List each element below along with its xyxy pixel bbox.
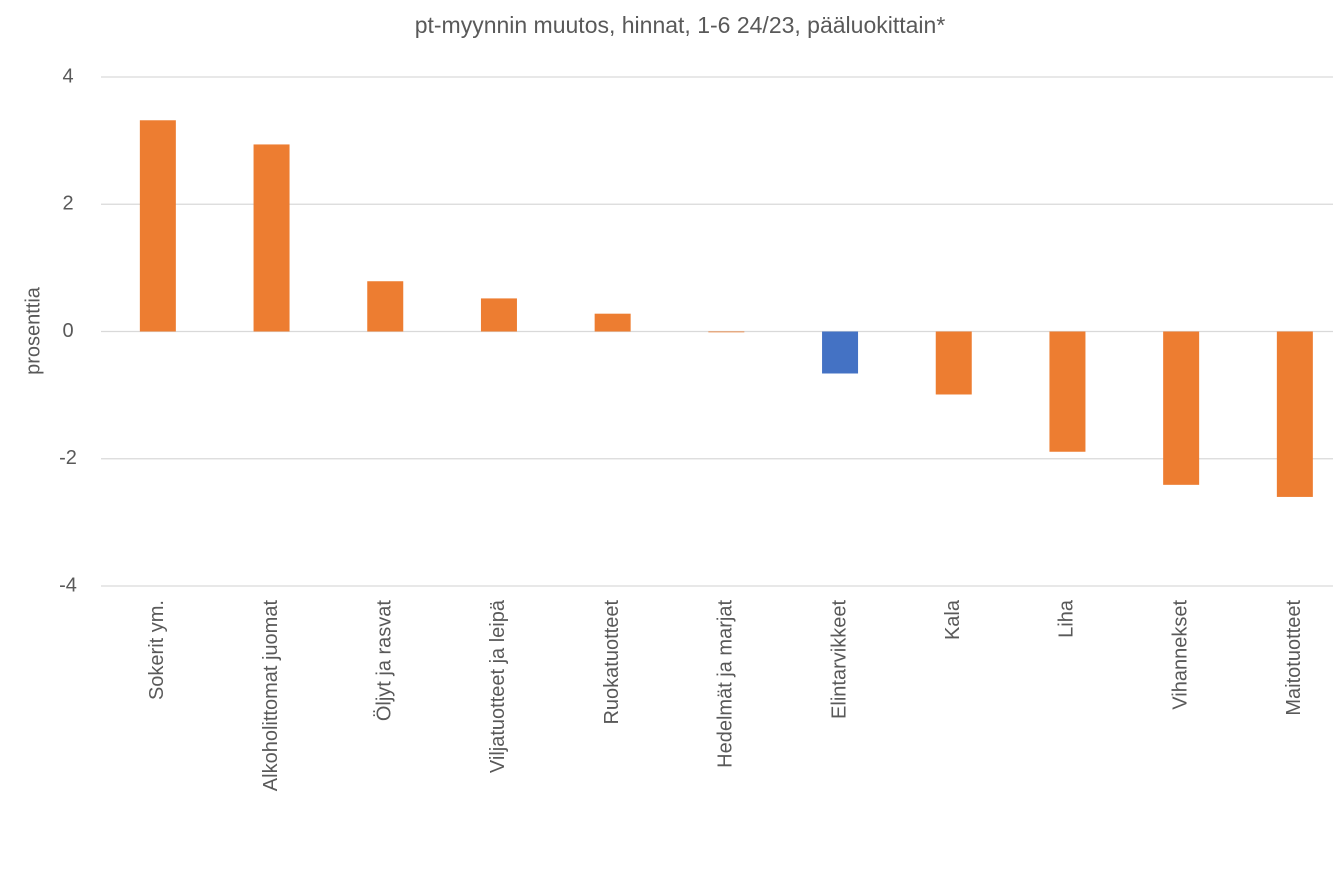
y-tick-label: 0 (62, 320, 73, 342)
bar (253, 144, 290, 332)
bar (822, 331, 859, 374)
x-tick-label: Kala (942, 599, 964, 640)
x-tick-label: Viljatuotteet ja leipä (487, 599, 509, 773)
bar (367, 281, 404, 332)
bar (1049, 331, 1086, 452)
y-tick-label: 4 (62, 65, 73, 87)
bar (708, 331, 745, 333)
y-tick-label: 2 (62, 193, 73, 215)
y-tick-label: -4 (59, 574, 77, 596)
x-tick-label: Elintarvikkeet (828, 600, 850, 719)
bar (139, 120, 176, 332)
y-axis-title: prosenttia (22, 286, 44, 375)
bar (480, 298, 517, 332)
x-tick-label: Alkoholittomat juomat (260, 600, 282, 792)
x-tick-label: Liha (1056, 599, 1078, 638)
x-tick-label: Sokerit ym. (146, 600, 168, 700)
bar (935, 331, 972, 395)
x-tick-label: Maitotuotteet (1283, 600, 1305, 716)
bar (1276, 331, 1313, 497)
bar (594, 313, 631, 332)
x-tick-label: Hedelmät ja marjat (715, 600, 737, 768)
y-tick-label: -2 (59, 447, 77, 469)
x-tick-label: Ruokatuotteet (601, 600, 623, 725)
x-tick-label: Öljyt ja rasvat (374, 600, 396, 722)
bar (1163, 331, 1200, 485)
chart-title: pt-myynnin muutos, hinnat, 1-6 24/23, pä… (415, 12, 946, 38)
x-tick-label: Vihannekset (1169, 600, 1191, 710)
